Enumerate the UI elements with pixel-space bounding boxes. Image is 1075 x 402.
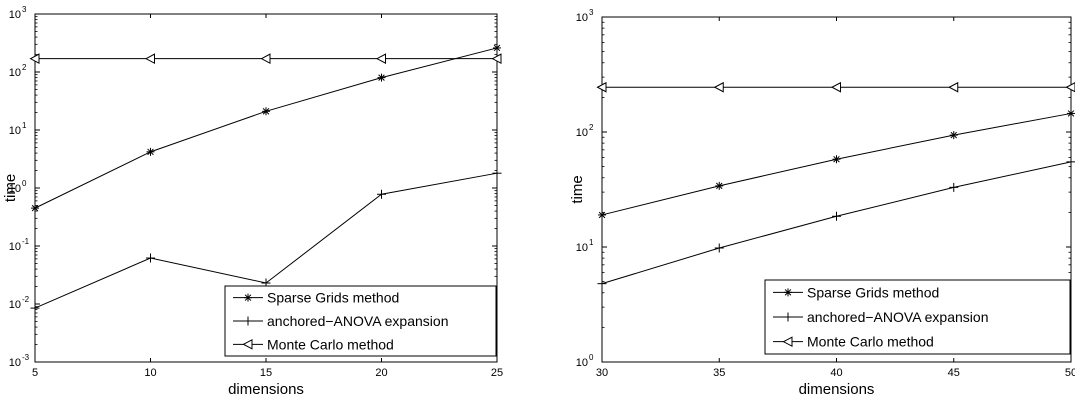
data-point bbox=[262, 107, 270, 116]
data-point bbox=[491, 53, 502, 64]
data-point bbox=[830, 81, 841, 93]
data-point bbox=[146, 253, 155, 263]
legend-marker bbox=[783, 312, 793, 322]
y-tick-exponent: 0 bbox=[22, 179, 27, 188]
data-point bbox=[1066, 157, 1075, 167]
legend-marker bbox=[244, 293, 252, 302]
data-point bbox=[493, 43, 501, 52]
legend: Sparse Grids method anchored−ANOVA expans… bbox=[224, 285, 497, 357]
y-tick-label: 10 bbox=[9, 183, 21, 195]
data-point bbox=[29, 53, 40, 64]
y-tick-exponent: 0 bbox=[589, 353, 594, 362]
legend: Sparse Grids method anchored−ANOVA expans… bbox=[764, 279, 1071, 355]
x-tick-label: 30 bbox=[596, 367, 608, 379]
data-point bbox=[375, 53, 386, 64]
x-tick-label: 5 bbox=[32, 367, 38, 379]
data-point bbox=[597, 279, 607, 289]
data-point bbox=[492, 168, 502, 178]
x-tick-label: 35 bbox=[713, 367, 725, 379]
series-asterisk bbox=[31, 43, 501, 213]
data-point bbox=[948, 81, 959, 93]
y-tick-label: 10 bbox=[576, 127, 588, 139]
legend-box bbox=[224, 285, 497, 357]
y-tick-exponent: 1 bbox=[589, 238, 594, 247]
series-triangle-left bbox=[596, 81, 1075, 93]
y-tick-exponent: -2 bbox=[22, 295, 30, 304]
x-tick-label: 45 bbox=[948, 367, 960, 379]
data-point bbox=[598, 210, 606, 219]
data-point bbox=[260, 53, 271, 64]
legend-marker bbox=[242, 339, 253, 350]
y-tick-label: 10 bbox=[9, 299, 21, 311]
x-tick-label: 50 bbox=[1065, 367, 1075, 379]
data-point bbox=[30, 303, 40, 313]
y-tick-label: 10 bbox=[9, 125, 21, 137]
legend-label: Monte Carlo method bbox=[267, 336, 394, 352]
legend-label: Monte Carlo method bbox=[807, 334, 934, 350]
y-tick-exponent: 2 bbox=[22, 63, 27, 72]
series-asterisk bbox=[598, 109, 1075, 219]
x-tick-label: 10 bbox=[144, 367, 156, 379]
legend-item: Monte Carlo method bbox=[773, 334, 934, 350]
y-tick-exponent: 2 bbox=[589, 123, 594, 132]
data-point bbox=[377, 189, 386, 199]
legend-item: anchored−ANOVA expansion bbox=[233, 313, 448, 329]
data-point bbox=[1067, 109, 1075, 118]
legend-label: Sparse Grids method bbox=[807, 284, 939, 300]
y-tick-exponent: -1 bbox=[22, 237, 30, 246]
data-point bbox=[714, 243, 724, 253]
x-tick-label: 25 bbox=[491, 367, 503, 379]
series-plus bbox=[597, 157, 1075, 289]
legend-marker bbox=[243, 316, 253, 326]
series-plus bbox=[30, 168, 502, 313]
x-axis-label: dimensions bbox=[228, 381, 304, 398]
data-point bbox=[146, 147, 155, 156]
data-point bbox=[596, 81, 607, 93]
data-point bbox=[31, 204, 39, 213]
y-tick-exponent: 1 bbox=[22, 121, 27, 130]
data-point bbox=[713, 81, 724, 93]
y-axis-label: time bbox=[569, 175, 586, 203]
legend-item: Sparse Grids method bbox=[773, 284, 939, 300]
x-tick-label: 15 bbox=[260, 367, 272, 379]
y-tick-label: 10 bbox=[9, 9, 21, 21]
data-point bbox=[832, 211, 841, 221]
y-tick-label: 10 bbox=[576, 357, 588, 369]
x-axis-label: dimensions bbox=[799, 381, 875, 398]
legend-item: Sparse Grids method bbox=[233, 290, 399, 306]
x-tick-label: 40 bbox=[830, 367, 842, 379]
y-tick-label: 10 bbox=[576, 12, 588, 24]
y-tick-label: 10 bbox=[9, 241, 21, 253]
legend-marker bbox=[784, 288, 792, 297]
data-point bbox=[377, 73, 386, 82]
legend-label: anchored−ANOVA expansion bbox=[267, 313, 448, 329]
y-tick-exponent: -3 bbox=[22, 353, 30, 362]
data-point bbox=[832, 155, 841, 164]
y-tick-label: 10 bbox=[576, 242, 588, 254]
legend-label: anchored−ANOVA expansion bbox=[807, 309, 988, 325]
x-tick-label: 20 bbox=[375, 367, 387, 379]
data-point bbox=[949, 182, 959, 192]
legend-box bbox=[764, 279, 1071, 355]
data-point bbox=[1065, 82, 1075, 93]
y-tick-exponent: 3 bbox=[22, 5, 27, 14]
y-tick-label: 10 bbox=[9, 357, 21, 369]
y-axis-label: time bbox=[2, 174, 19, 202]
y-tick-exponent: 3 bbox=[589, 8, 594, 17]
legend-item: anchored−ANOVA expansion bbox=[773, 309, 988, 325]
legend-item: Monte Carlo method bbox=[233, 336, 394, 352]
legend-marker bbox=[782, 336, 793, 347]
data-point bbox=[144, 53, 155, 64]
data-point bbox=[715, 181, 724, 190]
legend-label: Sparse Grids method bbox=[267, 290, 399, 306]
data-point bbox=[949, 131, 958, 140]
series-triangle-left bbox=[29, 53, 502, 64]
y-tick-label: 10 bbox=[9, 67, 21, 79]
